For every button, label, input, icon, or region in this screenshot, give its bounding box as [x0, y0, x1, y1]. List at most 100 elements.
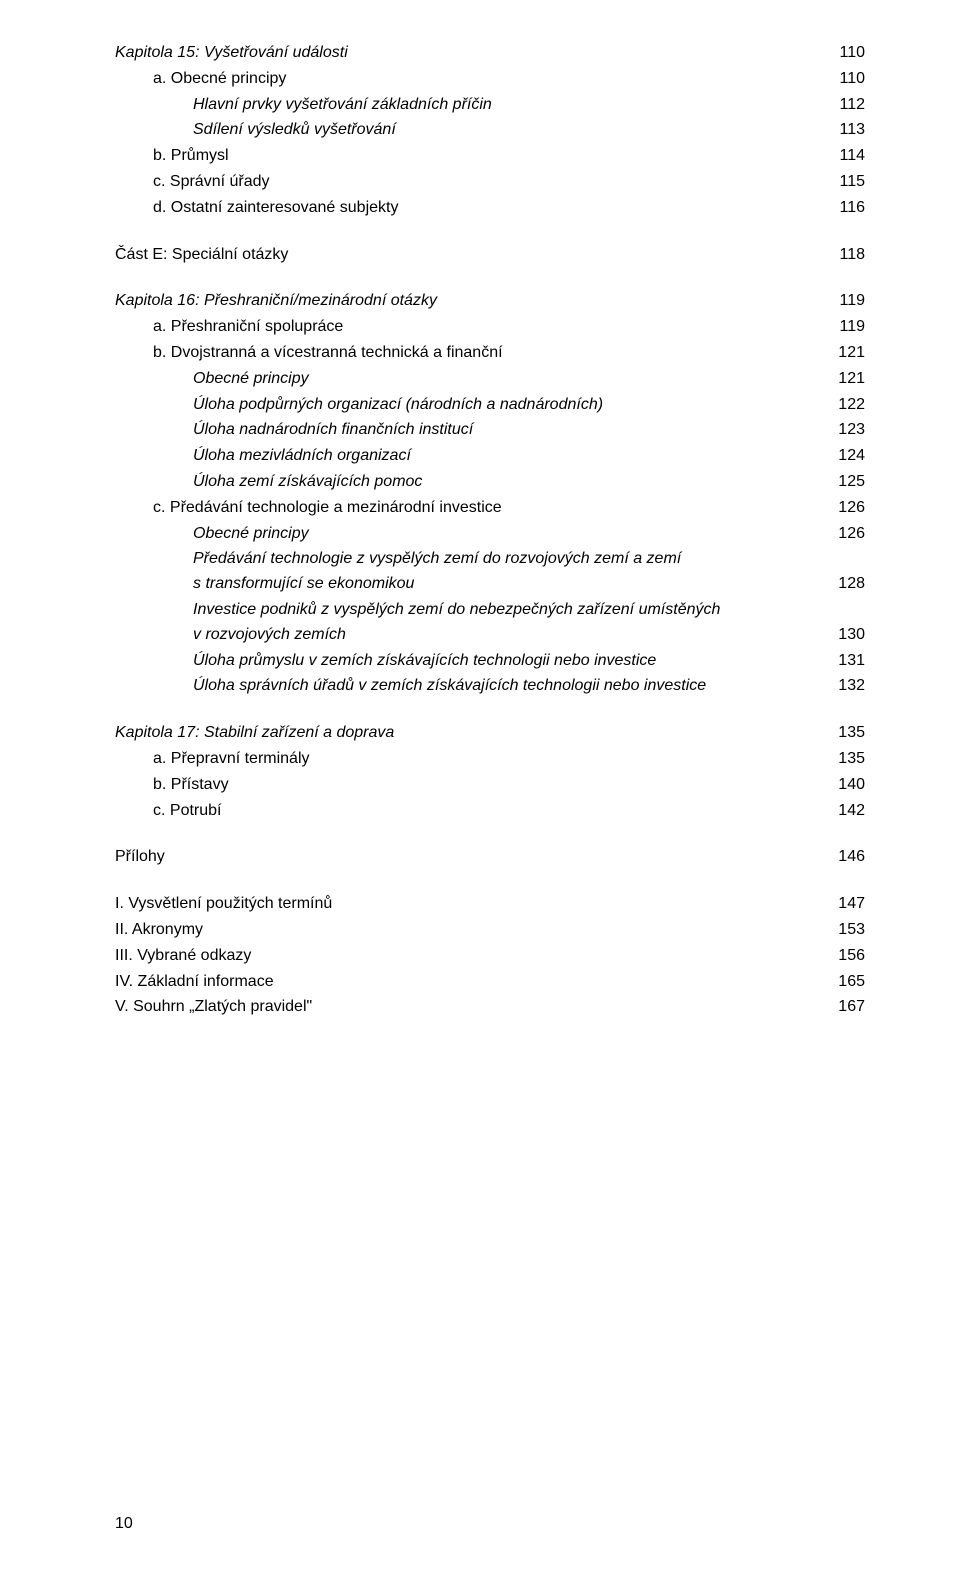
toc-label: c. Potrubí	[153, 799, 221, 824]
toc-page-number: 167	[823, 995, 865, 1020]
page-container: Kapitola 15: Vyšetřování události110a. O…	[0, 0, 960, 1573]
toc-entry: b. Průmysl114	[115, 144, 865, 169]
toc-label: Investice podniků z vyspělých zemí do ne…	[193, 598, 865, 623]
toc-page-number: 131	[823, 649, 865, 674]
toc-page-number: 123	[823, 418, 865, 443]
section-gap	[115, 268, 865, 288]
toc-entry: Obecné principy 121	[115, 367, 865, 392]
toc-page-number: 135	[823, 747, 865, 772]
toc-page-number: 126	[823, 522, 865, 547]
toc-page-number: 119	[823, 315, 865, 340]
toc-page-number: 116	[823, 196, 865, 221]
toc-label: a. Obecné principy	[153, 67, 286, 92]
toc-label: Sdílení výsledků vyšetřování	[193, 118, 396, 143]
toc-label: b. Průmysl	[153, 144, 229, 169]
toc-label: s transformující se ekonomikou	[193, 572, 414, 597]
toc-entry: c. Správní úřady115	[115, 170, 865, 195]
toc-label: c. Předávání technologie a mezinárodní i…	[153, 496, 502, 521]
toc-label: Kapitola 17: Stabilní zařízení a doprava	[115, 721, 394, 746]
toc-entry: Kapitola 17: Stabilní zařízení a doprava…	[115, 721, 865, 746]
toc-label: I. Vysvětlení použitých termínů	[115, 892, 332, 917]
toc-entry: b. Dvojstranná a vícestranná technická a…	[115, 341, 865, 366]
toc-page-number: 153	[823, 918, 865, 943]
toc-page-number: 113	[823, 118, 865, 143]
toc-label: Úloha průmyslu v zemích získávajících te…	[193, 649, 656, 674]
toc-label: Obecné principy	[193, 522, 309, 547]
toc-page-number: 147	[823, 892, 865, 917]
toc-page-number: 119	[823, 289, 865, 314]
toc-label: c. Správní úřady	[153, 170, 270, 195]
toc-entry: Kapitola 16: Přeshraniční/mezinárodní ot…	[115, 289, 865, 314]
toc-entry: c. Předávání technologie a mezinárodní i…	[115, 496, 865, 521]
toc-entry: b. Přístavy 140	[115, 773, 865, 798]
toc-label: a. Přepravní terminály	[153, 747, 310, 772]
toc-page-number: 128	[823, 572, 865, 597]
toc-entry: III. Vybrané odkazy 156	[115, 944, 865, 969]
toc-label: Úloha podpůrných organizací (národních a…	[193, 393, 603, 418]
toc-entry: Kapitola 15: Vyšetřování události 110	[115, 41, 865, 66]
toc-page-number: 156	[823, 944, 865, 969]
toc-page-number: 132	[823, 674, 865, 699]
toc-entry: V. Souhrn „Zlatých pravidel" 167	[115, 995, 865, 1020]
toc-entry: Úloha zemí získávajících pomoc 125	[115, 470, 865, 495]
toc-page-number: 140	[823, 773, 865, 798]
section-gap	[115, 700, 865, 720]
section-gap	[115, 824, 865, 844]
toc-entry: II. Akronymy 153	[115, 918, 865, 943]
toc-page-number: 142	[823, 799, 865, 824]
toc-label: Úloha správních úřadů v zemích získávají…	[193, 674, 706, 699]
toc-label: b. Dvojstranná a vícestranná technická a…	[153, 341, 503, 366]
toc-entry: d. Ostatní zainteresované subjekty 116	[115, 196, 865, 221]
toc-entry: a. Přeshraniční spolupráce 119	[115, 315, 865, 340]
toc-label: Předávání technologie z vyspělých zemí d…	[193, 547, 865, 572]
toc-multiline-block: Předávání technologie z vyspělých zemí d…	[193, 547, 865, 597]
toc-page-number: 165	[823, 970, 865, 995]
toc-entry: Hlavní prvky vyšetřování základních příč…	[115, 93, 865, 118]
toc-entry: Obecné principy 126	[115, 522, 865, 547]
footer-page-number: 10	[115, 1515, 133, 1533]
toc-label: V. Souhrn „Zlatých pravidel"	[115, 995, 312, 1020]
toc-page-number: 110	[823, 41, 865, 66]
toc-page-number: 125	[823, 470, 865, 495]
toc-label: Kapitola 16: Přeshraniční/mezinárodní ot…	[115, 289, 437, 314]
toc-entry: Úloha nadnárodních finančních institucí 1…	[115, 418, 865, 443]
toc-page-number: 122	[823, 393, 865, 418]
toc-label: Úloha zemí získávajících pomoc	[193, 470, 422, 495]
section-gap	[115, 222, 865, 242]
toc-label: b. Přístavy	[153, 773, 229, 798]
toc-page-number: 110	[823, 67, 865, 92]
toc-entry: Úloha podpůrných organizací (národních a…	[115, 393, 865, 418]
toc-entry: Úloha průmyslu v zemích získávajících te…	[115, 649, 865, 674]
toc-entry: Sdílení výsledků vyšetřování 113	[115, 118, 865, 143]
toc-entry: Část E: Speciální otázky118	[115, 243, 865, 268]
toc-label: Obecné principy	[193, 367, 309, 392]
toc-entry: a. Obecné principy 110	[115, 67, 865, 92]
toc-label: Úloha nadnárodních finančních institucí	[193, 418, 473, 443]
toc-entry: Úloha správních úřadů v zemích získávají…	[115, 674, 865, 699]
toc-page-number: 118	[823, 243, 865, 268]
toc-label: d. Ostatní zainteresované subjekty	[153, 196, 398, 221]
toc-entry: c. Potrubí 142	[115, 799, 865, 824]
toc-label: Přílohy	[115, 845, 165, 870]
toc-label: II. Akronymy	[115, 918, 203, 943]
toc-page-number: 135	[823, 721, 865, 746]
toc-label: v rozvojových zemích	[193, 623, 346, 648]
toc-page-number: 121	[823, 367, 865, 392]
toc-page-number: 121	[823, 341, 865, 366]
toc-label: Kapitola 15: Vyšetřování události	[115, 41, 348, 66]
toc-entry: Přílohy 146	[115, 845, 865, 870]
toc-page-number: 146	[823, 845, 865, 870]
toc-page-number: 126	[823, 496, 865, 521]
toc-entry: IV. Základní informace165	[115, 970, 865, 995]
toc-label: Úloha mezivládních organizací	[193, 444, 411, 469]
toc-page-number: 124	[823, 444, 865, 469]
toc-entry: Investice podniků z vyspělých zemí do ne…	[115, 598, 865, 648]
toc-label: a. Přeshraniční spolupráce	[153, 315, 343, 340]
section-gap	[115, 871, 865, 891]
toc-entry: Úloha mezivládních organizací 124	[115, 444, 865, 469]
toc-entry: I. Vysvětlení použitých termínů 147	[115, 892, 865, 917]
toc-page-number: 112	[823, 93, 865, 118]
toc-entry: a. Přepravní terminály 135	[115, 747, 865, 772]
toc-page-number: 130	[823, 623, 865, 648]
toc-label: III. Vybrané odkazy	[115, 944, 251, 969]
